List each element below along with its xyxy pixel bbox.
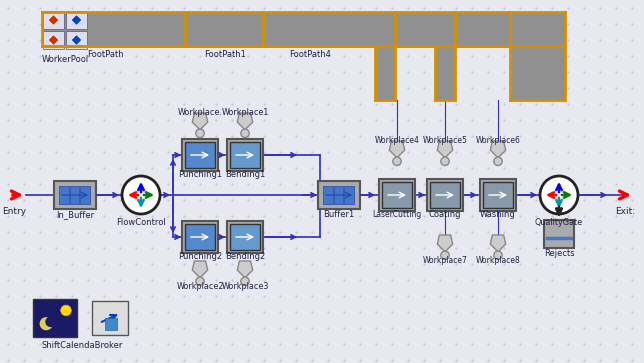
Bar <box>185 142 215 168</box>
Polygon shape <box>237 261 252 278</box>
Bar <box>42 12 565 46</box>
Bar <box>375 12 395 100</box>
Circle shape <box>61 305 71 316</box>
Bar <box>54 181 96 209</box>
Bar <box>182 139 218 171</box>
Bar <box>379 179 415 211</box>
Polygon shape <box>71 15 82 25</box>
Text: Workplace.: Workplace. <box>178 108 222 117</box>
Bar <box>435 12 455 100</box>
Polygon shape <box>48 15 59 25</box>
Bar <box>382 182 412 208</box>
Bar <box>104 318 117 330</box>
Text: Exit:: Exit: <box>615 207 635 216</box>
Polygon shape <box>490 235 506 252</box>
Text: Workplace4: Workplace4 <box>375 136 419 145</box>
Bar <box>33 299 77 337</box>
Bar <box>430 182 460 208</box>
Bar <box>182 221 218 253</box>
Text: Bending2: Bending2 <box>225 252 265 261</box>
Text: FootPath1: FootPath1 <box>204 50 246 59</box>
Bar <box>227 221 263 253</box>
Text: WorkerPool: WorkerPool <box>41 55 89 64</box>
Bar <box>43 31 64 49</box>
Text: Washing: Washing <box>480 210 516 219</box>
Polygon shape <box>437 235 453 252</box>
Circle shape <box>45 317 56 327</box>
Text: Workplace5: Workplace5 <box>422 136 468 145</box>
Bar <box>480 179 516 211</box>
Bar <box>66 11 87 29</box>
Circle shape <box>196 277 204 286</box>
Bar <box>318 181 360 209</box>
Text: LaserCutting: LaserCutting <box>372 210 422 219</box>
Bar <box>483 182 513 208</box>
Circle shape <box>393 157 401 166</box>
Text: Buffer1: Buffer1 <box>323 210 355 219</box>
Circle shape <box>241 277 249 286</box>
Bar <box>80 186 90 204</box>
Text: FootPath: FootPath <box>87 50 123 59</box>
Text: Entry: Entry <box>2 207 26 216</box>
Bar <box>185 224 215 250</box>
Bar <box>230 224 260 250</box>
Text: Punching1: Punching1 <box>178 170 222 179</box>
Circle shape <box>241 129 249 138</box>
Text: Rejects: Rejects <box>544 249 574 258</box>
Bar <box>427 179 463 211</box>
Circle shape <box>440 251 450 260</box>
Text: QualityGate: QualityGate <box>535 218 583 227</box>
Bar <box>510 12 565 100</box>
Circle shape <box>196 129 204 138</box>
Text: Workplace3: Workplace3 <box>222 282 269 291</box>
Circle shape <box>494 157 502 166</box>
Text: FootPath4: FootPath4 <box>289 50 331 59</box>
Text: FlowControl: FlowControl <box>116 218 166 227</box>
Polygon shape <box>437 141 453 158</box>
Text: Bending1: Bending1 <box>225 170 265 179</box>
Polygon shape <box>48 34 59 45</box>
Bar <box>66 31 87 49</box>
Text: Workplace8: Workplace8 <box>476 256 520 265</box>
Circle shape <box>122 176 160 214</box>
Polygon shape <box>237 113 252 130</box>
Bar <box>227 139 263 171</box>
Bar <box>345 186 354 204</box>
Text: In_Buffer: In_Buffer <box>56 210 94 219</box>
Bar <box>92 301 128 335</box>
Polygon shape <box>193 261 208 278</box>
Polygon shape <box>193 113 208 130</box>
Bar <box>43 11 64 29</box>
Circle shape <box>494 251 502 260</box>
Bar <box>230 142 260 168</box>
Text: Coating: Coating <box>429 210 461 219</box>
Text: Workplace2: Workplace2 <box>176 282 223 291</box>
Bar <box>59 186 69 204</box>
Circle shape <box>440 157 450 166</box>
Circle shape <box>540 176 578 214</box>
Polygon shape <box>71 34 82 45</box>
Polygon shape <box>490 141 506 158</box>
Circle shape <box>39 317 53 330</box>
Bar <box>334 186 343 204</box>
Text: Workplace1: Workplace1 <box>222 108 269 117</box>
Bar <box>323 186 333 204</box>
Text: ShiftCalendaBroker: ShiftCalendaBroker <box>41 341 123 350</box>
Text: Workplace6: Workplace6 <box>475 136 520 145</box>
Text: Workplace7: Workplace7 <box>422 256 468 265</box>
Bar <box>544 220 574 248</box>
Polygon shape <box>390 141 404 158</box>
Text: Punching2: Punching2 <box>178 252 222 261</box>
Bar <box>70 186 79 204</box>
